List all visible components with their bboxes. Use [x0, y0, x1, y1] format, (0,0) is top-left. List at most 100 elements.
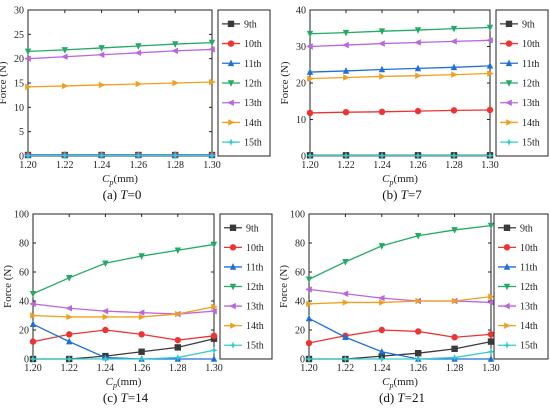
- data-point-11th: [414, 64, 422, 72]
- legend-marker: [505, 20, 513, 28]
- series-line-11th: [309, 65, 491, 73]
- data-point-12th: [102, 260, 109, 268]
- data-point-13th: [450, 38, 457, 45]
- legend-label: 9th: [522, 19, 535, 30]
- chart-panel-2: 0 10 20 30 40 1.20 1.22 1.24 1.26 1.28 1.30 Force (…: [279, 6, 549, 202]
- data-point-10th: [486, 106, 494, 114]
- data-point-15th: [65, 355, 73, 363]
- x-tick-label: 1.26: [409, 160, 427, 171]
- data-point-12th: [342, 259, 349, 266]
- data-point-13th: [134, 49, 142, 57]
- series-group: [306, 24, 494, 160]
- x-tick-label: 1.28: [446, 363, 464, 374]
- y-tick-label: 40: [19, 297, 29, 308]
- legend-marker: [503, 263, 511, 270]
- data-point-12th: [486, 24, 494, 32]
- legend-label: 9th: [246, 223, 259, 234]
- data-point-15th: [414, 151, 422, 160]
- data-point-10th: [450, 107, 458, 114]
- legend-label: 12th: [522, 79, 540, 90]
- y-tick-label: 30: [296, 42, 306, 53]
- x-tick-label: 1.28: [169, 363, 187, 374]
- x-tick-label: 1.26: [133, 363, 151, 374]
- series-line-14th: [308, 296, 492, 305]
- data-point-11th: [486, 62, 494, 69]
- y-tick-label: 40: [296, 6, 306, 17]
- legend: 9th 10th 11th 12th 13th 14th 15th: [217, 9, 271, 157]
- data-point-14th: [343, 74, 350, 81]
- data-point-12th: [378, 28, 386, 35]
- legend-label: 9th: [244, 19, 257, 30]
- data-point-10th: [451, 334, 458, 341]
- series-line-13th: [308, 288, 492, 304]
- x-tick-label: 1.24: [373, 160, 391, 171]
- panel-caption: (c) T=14: [103, 390, 149, 405]
- y-tick-label: 60: [295, 268, 305, 279]
- y-tick-label: 20: [296, 79, 306, 90]
- legend-label: 14th: [244, 118, 262, 129]
- series-line-12th: [32, 243, 215, 295]
- data-point-11th: [305, 314, 313, 322]
- x-tick-label: 1.22: [56, 160, 74, 171]
- legend-marker: [227, 40, 235, 47]
- data-point-13th: [137, 309, 145, 316]
- data-point-13th: [65, 305, 72, 312]
- data-point-14th: [211, 303, 218, 310]
- data-point-14th: [66, 313, 73, 321]
- y-axis-label: Force (N): [279, 61, 291, 104]
- legend-label: 10th: [522, 39, 540, 50]
- data-point-10th: [378, 108, 386, 116]
- data-point-14th: [451, 71, 458, 78]
- series-group: [305, 222, 495, 363]
- data-point-14th: [30, 312, 37, 319]
- data-point-15th: [137, 355, 146, 363]
- data-point-14th: [175, 310, 182, 318]
- plot-frame: [309, 9, 491, 157]
- panel-caption: (b) T=7: [382, 187, 422, 202]
- legend-label: 15th: [246, 341, 264, 352]
- data-point-12th: [305, 276, 313, 284]
- legend-label: 11th: [520, 262, 537, 273]
- x-tick-label: 1.30: [482, 363, 500, 374]
- data-point-10th: [487, 331, 495, 338]
- data-point-15th: [306, 151, 314, 160]
- series-line-13th: [32, 303, 215, 315]
- data-point-13th: [414, 39, 421, 46]
- x-tick-label: 1.28: [445, 160, 463, 171]
- legend-label: 14th: [520, 321, 538, 332]
- y-axis-label: Force (N): [2, 265, 14, 308]
- data-point-9th: [415, 350, 422, 357]
- series-line-12th: [308, 224, 492, 280]
- x-tick-label: 1.24: [97, 363, 115, 374]
- legend-marker: [227, 20, 235, 28]
- legend-marker: [229, 283, 237, 291]
- data-point-13th: [487, 299, 494, 306]
- data-point-11th: [342, 333, 349, 341]
- data-point-12th: [66, 275, 73, 282]
- legend-marker: [228, 119, 235, 126]
- legend-marker: [505, 40, 513, 47]
- data-point-13th: [210, 307, 217, 315]
- y-tick-label: 80: [295, 239, 305, 250]
- x-tick-label: 1.20: [24, 363, 42, 374]
- data-point-15th: [174, 353, 182, 362]
- data-point-12th: [306, 30, 314, 38]
- data-point-11th: [210, 355, 218, 362]
- x-axis-label: Cp(mm): [382, 173, 418, 187]
- legend-marker: [230, 322, 237, 329]
- legend: 9th 10th 11th 12th 13th 14th 15th: [219, 213, 273, 360]
- data-point-9th: [174, 344, 181, 351]
- legend-label: 14th: [246, 321, 264, 332]
- data-point-10th: [102, 326, 109, 334]
- y-tick-label: 25: [14, 30, 24, 41]
- data-point-13th: [29, 300, 36, 308]
- data-point-14th: [451, 297, 459, 305]
- y-tick-label: 15: [14, 79, 24, 90]
- data-point-11th: [29, 320, 37, 327]
- data-point-13th: [101, 307, 109, 315]
- data-point-9th: [451, 345, 458, 353]
- y-axis-label: Force (N): [0, 61, 9, 104]
- series-line-10th: [308, 329, 492, 344]
- data-point-15th: [210, 346, 218, 355]
- data-point-13th: [305, 286, 312, 293]
